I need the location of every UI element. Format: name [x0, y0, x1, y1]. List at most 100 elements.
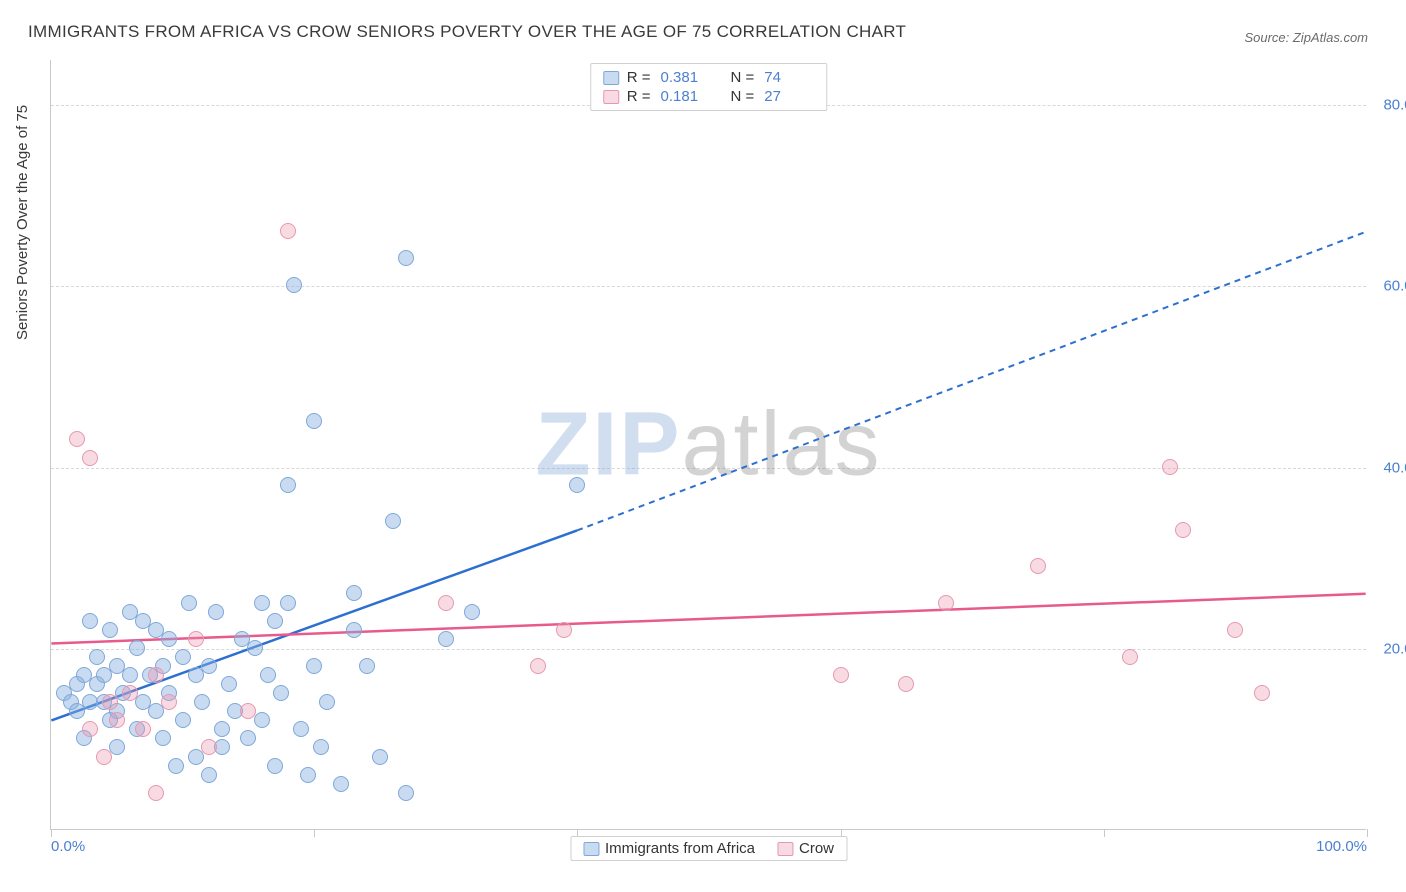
x-tick-label: 0.0% [51, 838, 85, 855]
data-point-series-a [346, 622, 362, 638]
legend-swatch-a2 [583, 842, 599, 856]
data-point-series-a [194, 694, 210, 710]
data-point-series-a [359, 658, 375, 674]
data-point-series-b [1175, 522, 1191, 538]
data-point-series-a [214, 721, 230, 737]
y-tick-label: 60.0% [1383, 278, 1406, 295]
data-point-series-a [260, 667, 276, 683]
data-point-series-b [201, 739, 217, 755]
data-point-series-b [438, 595, 454, 611]
legend-row-series-a: R = 0.381 N = 74 [603, 68, 815, 87]
data-point-series-b [556, 622, 572, 638]
data-point-series-b [82, 721, 98, 737]
data-point-series-b [102, 694, 118, 710]
data-point-series-a [300, 767, 316, 783]
data-point-series-a [102, 622, 118, 638]
chart-title: IMMIGRANTS FROM AFRICA VS CROW SENIORS P… [28, 22, 906, 42]
data-point-series-b [938, 595, 954, 611]
legend-label-a: Immigrants from Africa [605, 840, 755, 857]
watermark: ZIPatlas [535, 393, 881, 496]
data-point-series-b [1162, 459, 1178, 475]
data-point-series-a [313, 739, 329, 755]
data-point-series-a [286, 277, 302, 293]
data-point-series-a [333, 776, 349, 792]
x-tick-label: 100.0% [1316, 838, 1367, 855]
legend-swatch-b2 [777, 842, 793, 856]
source-attribution: Source: ZipAtlas.com [1244, 30, 1368, 45]
data-point-series-a [129, 640, 145, 656]
data-point-series-b [1030, 558, 1046, 574]
data-point-series-b [161, 694, 177, 710]
data-point-series-a [267, 758, 283, 774]
legend-row-series-b: R = 0.181 N = 27 [603, 87, 815, 106]
data-point-series-a [201, 658, 217, 674]
legend-n-value-a: 74 [764, 69, 814, 86]
data-point-series-b [109, 712, 125, 728]
data-point-series-a [254, 595, 270, 611]
data-point-series-a [372, 749, 388, 765]
data-point-series-a [398, 785, 414, 801]
data-point-series-a [161, 631, 177, 647]
x-tick [314, 829, 315, 837]
legend-swatch-a [603, 71, 619, 85]
data-point-series-b [96, 749, 112, 765]
data-point-series-a [240, 730, 256, 746]
x-tick [1104, 829, 1105, 837]
legend-r-value-a: 0.381 [661, 69, 711, 86]
legend-swatch-b [603, 90, 619, 104]
data-point-series-a [254, 712, 270, 728]
data-point-series-b [82, 450, 98, 466]
data-point-series-b [1227, 622, 1243, 638]
data-point-series-b [1122, 649, 1138, 665]
data-point-series-a [569, 477, 585, 493]
regression-line-dashed [577, 232, 1366, 531]
data-point-series-a [280, 477, 296, 493]
data-point-series-a [273, 685, 289, 701]
data-point-series-b [122, 685, 138, 701]
data-point-series-b [188, 631, 204, 647]
data-point-series-a [464, 604, 480, 620]
data-point-series-a [175, 649, 191, 665]
y-tick-label: 20.0% [1383, 640, 1406, 657]
data-point-series-a [306, 658, 322, 674]
data-point-series-b [148, 667, 164, 683]
data-point-series-b [833, 667, 849, 683]
data-point-series-a [280, 595, 296, 611]
data-point-series-b [898, 676, 914, 692]
legend-r-label: R = [627, 88, 651, 105]
legend-item-b: Crow [777, 840, 834, 857]
data-point-series-a [168, 758, 184, 774]
data-point-series-b [240, 703, 256, 719]
data-point-series-b [1254, 685, 1270, 701]
legend-label-b: Crow [799, 840, 834, 857]
data-point-series-a [319, 694, 335, 710]
y-tick-label: 80.0% [1383, 97, 1406, 114]
data-point-series-b [280, 223, 296, 239]
data-point-series-a [385, 513, 401, 529]
data-point-series-a [89, 649, 105, 665]
data-point-series-a [122, 667, 138, 683]
data-point-series-b [148, 785, 164, 801]
data-point-series-a [201, 767, 217, 783]
data-point-series-a [293, 721, 309, 737]
data-point-series-a [155, 730, 171, 746]
data-point-series-b [135, 721, 151, 737]
legend-item-a: Immigrants from Africa [583, 840, 755, 857]
data-point-series-a [438, 631, 454, 647]
data-point-series-a [346, 585, 362, 601]
watermark-atlas: atlas [681, 394, 881, 494]
watermark-zip: ZIP [535, 394, 681, 494]
data-point-series-b [69, 431, 85, 447]
legend-r-label: R = [627, 69, 651, 86]
data-point-series-a [398, 250, 414, 266]
x-tick [51, 829, 52, 837]
data-point-series-a [82, 613, 98, 629]
legend-n-value-b: 27 [764, 88, 814, 105]
y-tick-label: 40.0% [1383, 459, 1406, 476]
legend-n-label: N = [731, 69, 755, 86]
x-tick [1367, 829, 1368, 837]
data-point-series-b [530, 658, 546, 674]
data-point-series-a [306, 413, 322, 429]
data-point-series-a [181, 595, 197, 611]
data-point-series-a [221, 676, 237, 692]
